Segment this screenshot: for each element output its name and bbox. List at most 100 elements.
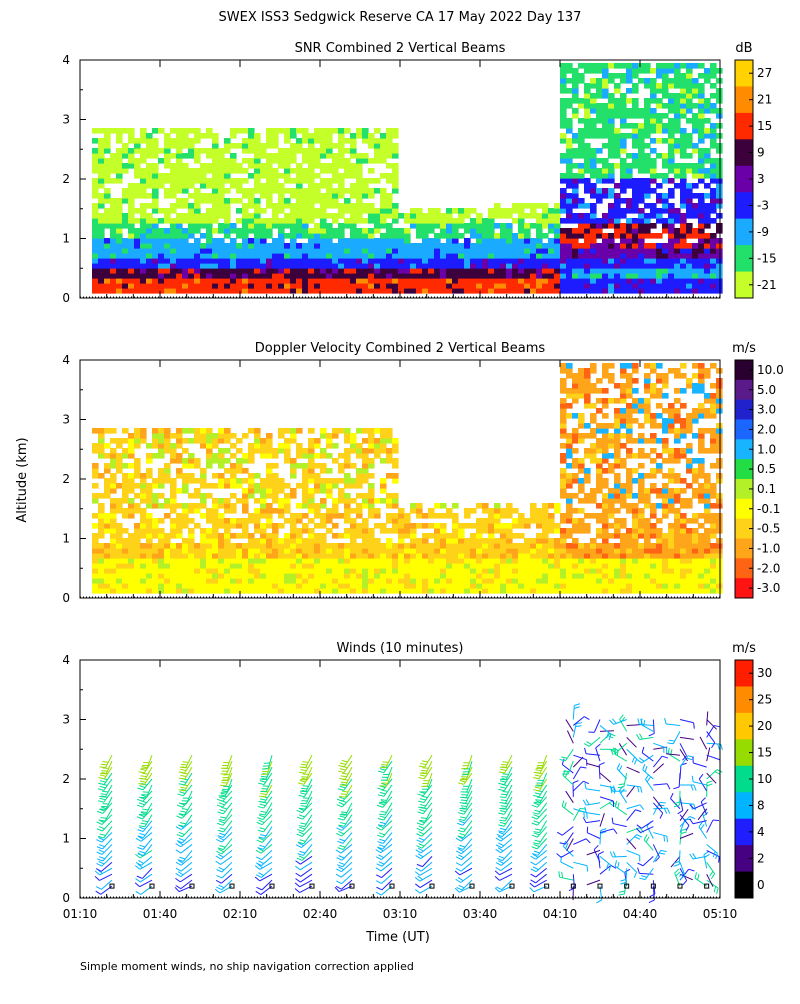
heatmap-cell bbox=[314, 558, 321, 564]
heatmap-cell bbox=[212, 248, 219, 254]
heatmap-cell bbox=[668, 193, 675, 199]
heatmap-cell bbox=[506, 273, 513, 279]
heatmap-cell bbox=[224, 498, 231, 504]
heatmap-cell bbox=[242, 238, 249, 244]
heatmap-cell bbox=[614, 148, 621, 154]
heatmap-cell bbox=[362, 573, 369, 579]
heatmap-cell bbox=[602, 443, 609, 449]
heatmap-cell bbox=[194, 168, 201, 174]
heatmap-cell bbox=[320, 268, 327, 274]
heatmap-cell bbox=[296, 553, 303, 559]
heatmap-cell bbox=[428, 588, 435, 594]
heatmap-cell bbox=[428, 508, 435, 514]
heatmap-cell bbox=[236, 458, 243, 464]
heatmap-cell bbox=[692, 113, 699, 119]
heatmap-cell bbox=[572, 523, 579, 529]
heatmap-cell bbox=[344, 578, 351, 584]
heatmap-cell bbox=[356, 553, 363, 559]
heatmap-cell bbox=[464, 278, 471, 284]
heatmap-cell bbox=[560, 458, 567, 464]
heatmap-cell bbox=[650, 113, 657, 119]
heatmap-cell bbox=[626, 548, 633, 554]
heatmap-cell bbox=[422, 568, 429, 574]
heatmap-cell bbox=[158, 473, 165, 479]
heatmap-cell bbox=[434, 268, 441, 274]
heatmap-cell bbox=[260, 568, 267, 574]
heatmap-cell bbox=[218, 523, 225, 529]
heatmap-cell bbox=[662, 193, 669, 199]
heatmap-cell bbox=[104, 443, 111, 449]
heatmap-cell bbox=[386, 493, 393, 499]
heatmap-cell bbox=[398, 288, 405, 294]
heatmap-cell bbox=[242, 188, 249, 194]
heatmap-cell bbox=[98, 448, 105, 454]
heatmap-cell bbox=[686, 108, 693, 114]
heatmap-cell bbox=[638, 213, 645, 219]
heatmap-cell bbox=[488, 258, 495, 264]
heatmap-cell bbox=[176, 168, 183, 174]
heatmap-cell bbox=[344, 128, 351, 134]
heatmap-cell bbox=[326, 143, 333, 149]
heatmap-cell bbox=[662, 203, 669, 209]
heatmap-cell bbox=[188, 578, 195, 584]
heatmap-cell bbox=[230, 168, 237, 174]
heatmap-cell bbox=[284, 173, 291, 179]
heatmap-cell bbox=[614, 153, 621, 159]
heatmap-cell bbox=[134, 563, 141, 569]
heatmap-cell bbox=[392, 208, 399, 214]
heatmap-cell bbox=[122, 223, 129, 229]
heatmap-cell bbox=[98, 508, 105, 514]
heatmap-cell bbox=[578, 488, 585, 494]
heatmap-cell bbox=[176, 198, 183, 204]
heatmap-cell bbox=[542, 263, 549, 269]
heatmap-cell bbox=[320, 238, 327, 244]
heatmap-cell bbox=[614, 408, 621, 414]
heatmap-cell bbox=[560, 583, 567, 589]
heatmap-cell bbox=[104, 173, 111, 179]
heatmap-cell bbox=[590, 268, 597, 274]
heatmap-cell bbox=[692, 193, 699, 199]
heatmap-cell bbox=[410, 538, 417, 544]
heatmap-cell bbox=[686, 83, 693, 89]
heatmap-cell bbox=[98, 503, 105, 509]
heatmap-cell bbox=[164, 588, 171, 594]
heatmap-cell bbox=[500, 263, 507, 269]
heatmap-cell bbox=[140, 428, 147, 434]
heatmap-cell bbox=[602, 533, 609, 539]
heatmap-cell bbox=[290, 253, 297, 259]
heatmap-cell bbox=[584, 383, 591, 389]
heatmap-cell bbox=[620, 178, 627, 184]
heatmap-cell bbox=[572, 193, 579, 199]
heatmap-cell bbox=[164, 503, 171, 509]
heatmap-cell bbox=[122, 548, 129, 554]
heatmap-cell bbox=[614, 558, 621, 564]
heatmap-cell bbox=[410, 548, 417, 554]
heatmap-cell bbox=[344, 478, 351, 484]
heatmap-cell bbox=[674, 98, 681, 104]
heatmap-cell bbox=[500, 268, 507, 274]
heatmap-cell bbox=[716, 288, 723, 294]
heatmap-cell bbox=[608, 488, 615, 494]
heatmap-cell bbox=[164, 228, 171, 234]
heatmap-cell bbox=[476, 228, 483, 234]
heatmap-cell bbox=[176, 458, 183, 464]
heatmap-cell bbox=[356, 243, 363, 249]
heatmap-cell bbox=[272, 143, 279, 149]
heatmap-cell bbox=[494, 513, 501, 519]
heatmap-cell bbox=[194, 503, 201, 509]
heatmap-cell bbox=[620, 188, 627, 194]
heatmap-cell bbox=[218, 283, 225, 289]
heatmap-cell bbox=[212, 553, 219, 559]
heatmap-cell bbox=[92, 168, 99, 174]
heatmap-cell bbox=[296, 233, 303, 239]
heatmap-cell bbox=[590, 368, 597, 374]
heatmap-cell bbox=[602, 433, 609, 439]
heatmap-cell bbox=[614, 563, 621, 569]
heatmap-cell bbox=[182, 163, 189, 169]
heatmap-cell bbox=[332, 248, 339, 254]
heatmap-cell bbox=[644, 273, 651, 279]
heatmap-cell bbox=[590, 458, 597, 464]
heatmap-cell bbox=[458, 533, 465, 539]
heatmap-cell bbox=[662, 278, 669, 284]
heatmap-cell bbox=[566, 393, 573, 399]
